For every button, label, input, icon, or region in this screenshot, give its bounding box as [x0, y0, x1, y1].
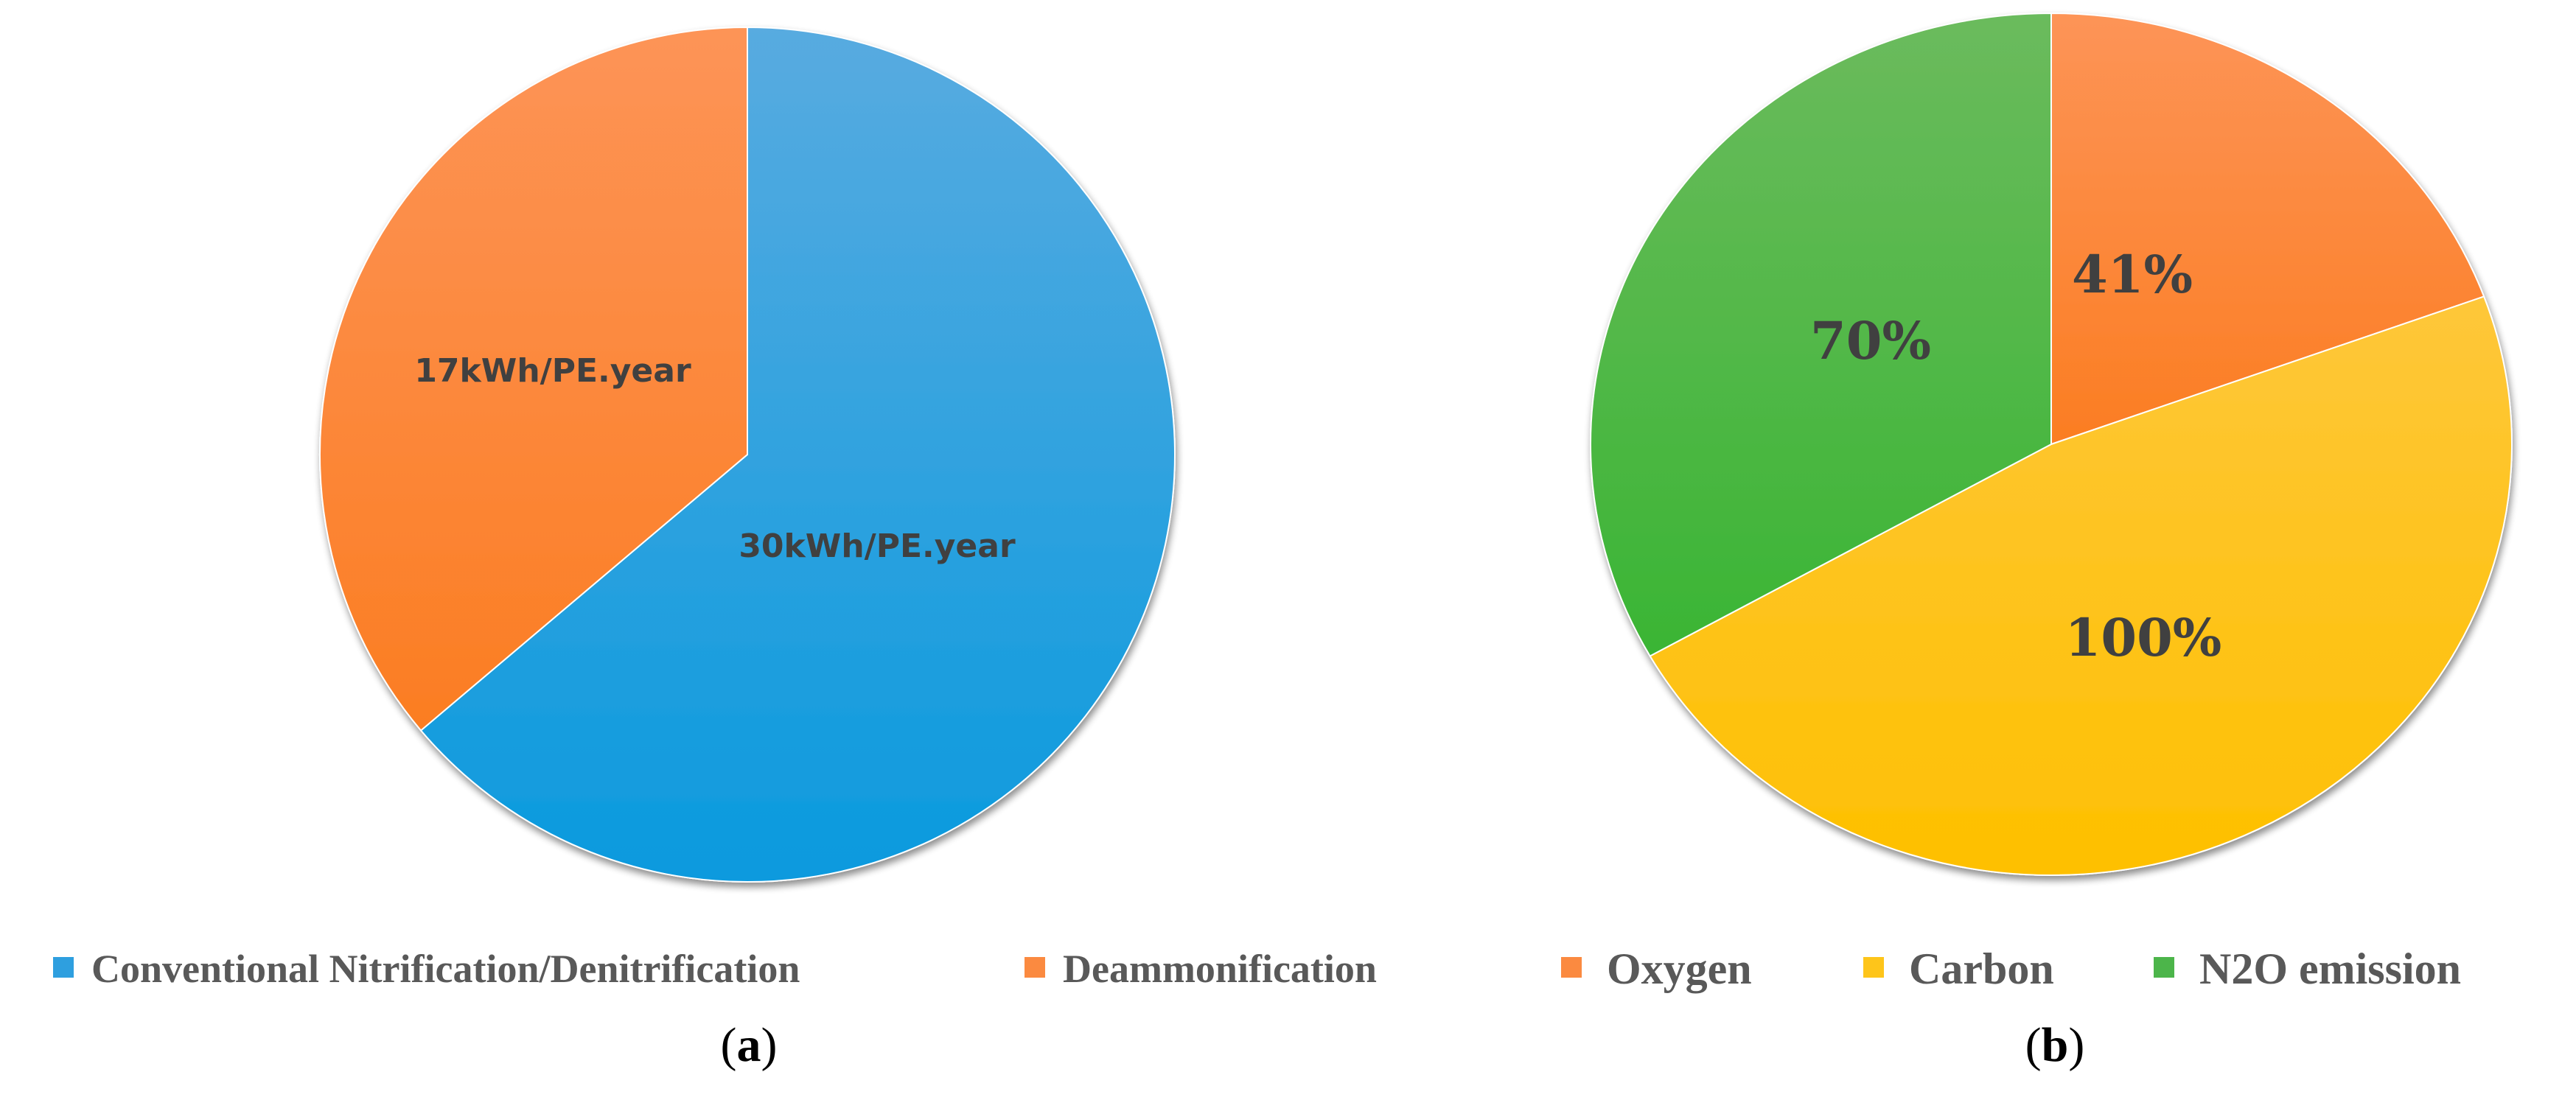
pie-chart-a [319, 26, 1176, 883]
pie-a-label-conventional: 30kWh/PE.year [739, 528, 1016, 565]
pie-a-label-deammonification: 17kWh/PE.year [414, 352, 691, 390]
pie-b-label-carbon: 100% [2065, 607, 2222, 668]
pie-slice-conventional-nitrification-denitrification [419, 26, 1176, 883]
pie-slice-deammonification [319, 26, 748, 732]
legend-b-label-oxygen: Oxygen [1607, 944, 1752, 993]
legend-b-swatch-carbon [1863, 957, 1884, 978]
legend-a-swatch-conventional [53, 957, 74, 978]
pie-slice-carbon [1649, 295, 2513, 877]
legend-b-swatch-oxygen [1561, 957, 1582, 978]
pie-slice-oxygen [2050, 12, 2485, 446]
caption-a: (a) [721, 1018, 778, 1072]
legend-b: Oxygen Carbon N2O emission [1561, 944, 2461, 993]
legend-b-label-n2o: N2O emission [2199, 944, 2461, 993]
pie-chart-b [1590, 12, 2513, 877]
pie-b-label-n2o: 70% [1810, 310, 1931, 371]
legend-b-label-carbon: Carbon [1909, 944, 2054, 993]
legend-a: Conventional Nitrification/Denitrificati… [53, 947, 1377, 991]
pie-b-slice-labels: 41% 100% 70% [1810, 244, 2221, 668]
legend-a-label-conventional: Conventional Nitrification/Denitrificati… [91, 947, 800, 991]
pie-a-slice-labels: 17kWh/PE.year 30kWh/PE.year [414, 352, 1016, 565]
caption-b: (b) [2025, 1018, 2085, 1072]
legend-a-label-deammonification: Deammonification [1063, 947, 1377, 991]
pie-b-label-oxygen: 41% [2072, 244, 2193, 305]
legend-b-swatch-n2o [2154, 957, 2174, 978]
legend-a-swatch-deammonification [1025, 957, 1045, 978]
pie-slice-n2o-emission [1590, 12, 2052, 657]
